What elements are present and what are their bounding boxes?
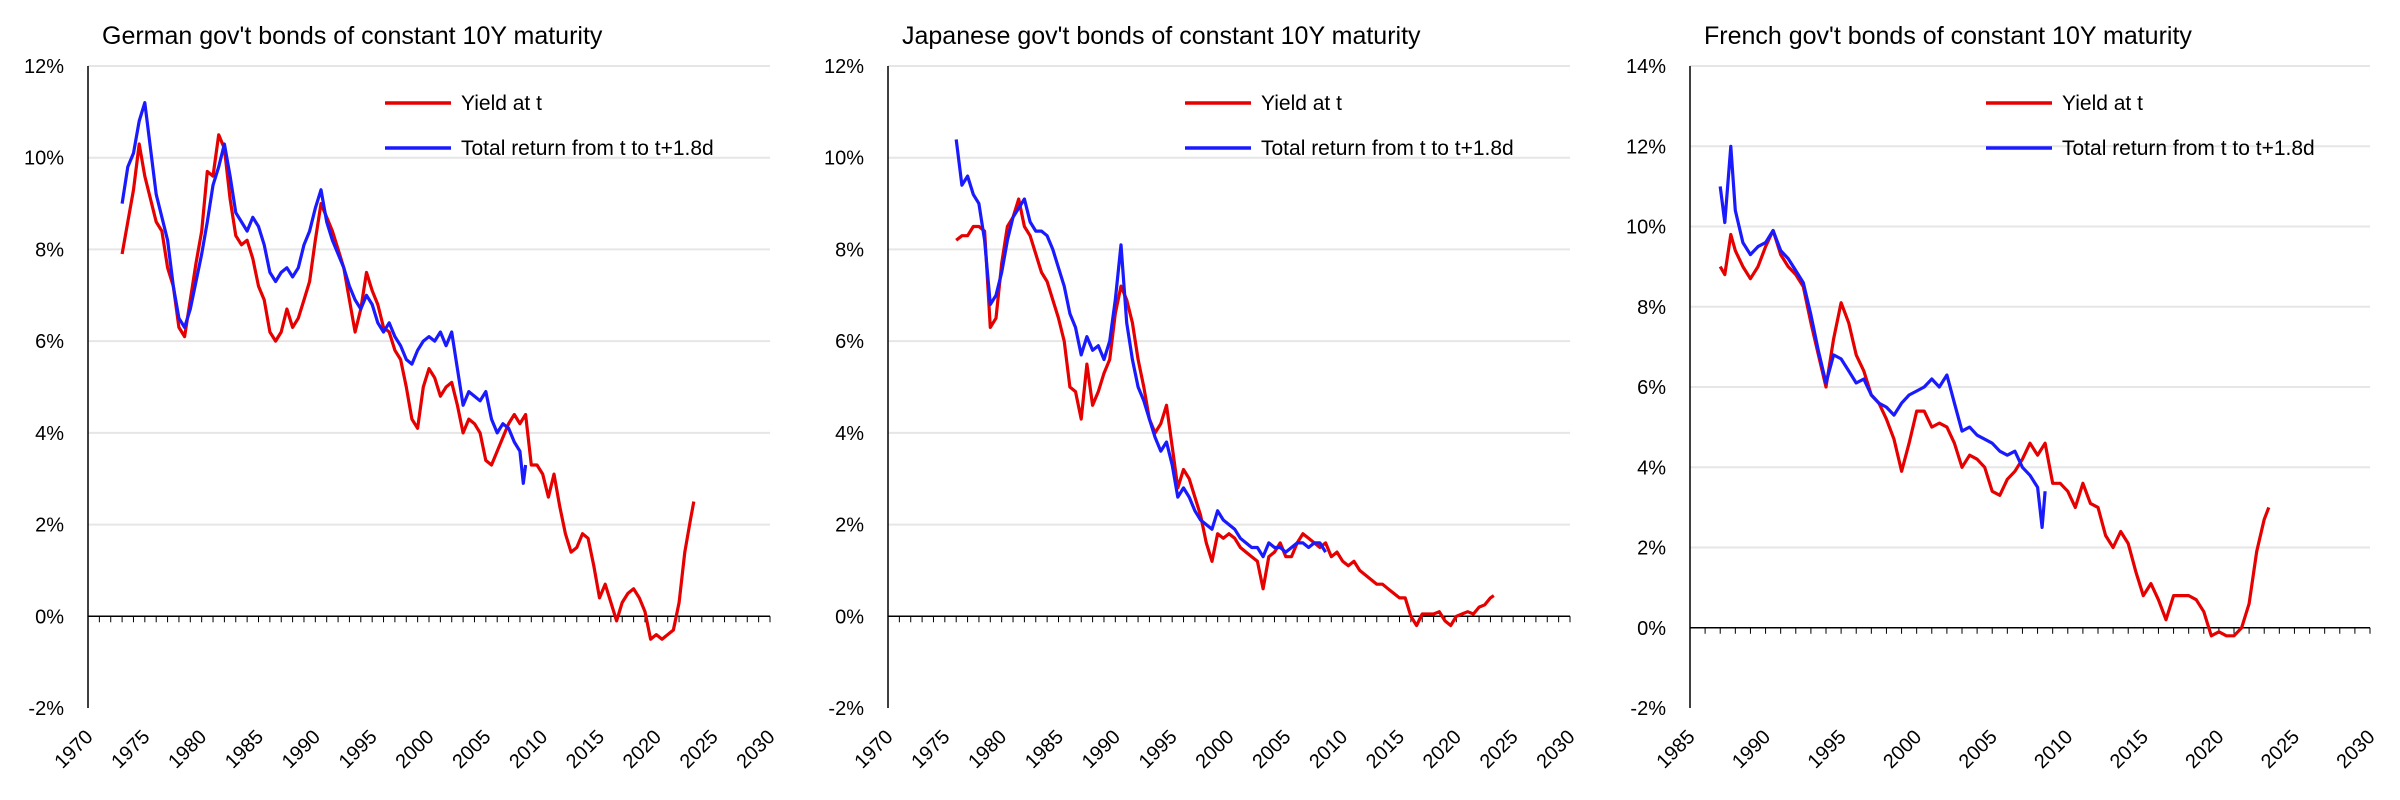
series-line-total-return: [954, 139, 1327, 559]
x-tick-label: 2000: [1879, 726, 1926, 773]
y-tick-label: -2%: [1630, 698, 1666, 720]
x-tick-label: 2030: [733, 726, 780, 773]
series-line-yield: [1718, 228, 2271, 638]
legend-label: Total return from t to t+1.8d: [461, 137, 714, 160]
y-tick-label: 0%: [35, 606, 64, 628]
x-tick-label: 2015: [1362, 726, 1409, 773]
y-tick-label: 4%: [835, 423, 864, 445]
x-tick-label: 1990: [1078, 726, 1125, 773]
x-tick-label: 2000: [1192, 726, 1239, 773]
x-tick-label: 2025: [676, 726, 723, 773]
x-tick-label: 2005: [1248, 726, 1295, 773]
y-tick-label: 0%: [835, 606, 864, 628]
x-tick-label: 1990: [1728, 726, 1775, 773]
y-tick-label: 12%: [1626, 136, 1666, 158]
y-tick-label: 12%: [824, 56, 864, 78]
x-tick-label: 2030: [1533, 726, 1580, 773]
chart-title-french: French gov't bonds of constant 10Y matur…: [1704, 22, 2192, 50]
x-tick-label: 2020: [619, 726, 666, 773]
x-tick-label: 2005: [448, 726, 495, 773]
chart-panel-french: -2% 0% 2% 4% 6% 8% 10% 12% 14% 1985 1990 1995 2000 20…: [1626, 22, 2380, 773]
y-tick-label: -2%: [828, 698, 864, 720]
x-tick-label: 1985: [221, 726, 268, 773]
legend-label: Yield at t: [2062, 92, 2143, 115]
x-tick-label: 1980: [164, 726, 211, 773]
x-tick-label: 1995: [1804, 726, 1851, 773]
y-tick-label: 6%: [835, 331, 864, 353]
x-tick-label: 1985: [1653, 726, 1700, 773]
y-tick-label: 14%: [1626, 56, 1666, 78]
x-tick-label: 1970: [51, 726, 98, 773]
x-tick-label: 2020: [2181, 726, 2228, 773]
legend-label: Yield at t: [1261, 92, 1342, 115]
y-tick-label: 6%: [35, 331, 64, 353]
series-line-yield: [120, 133, 696, 641]
y-tick-label: 12%: [24, 56, 64, 78]
x-tick-label: 2010: [505, 726, 552, 773]
y-tick-label: 8%: [1637, 297, 1666, 319]
x-tick-label: 2020: [1419, 726, 1466, 773]
y-tick-label: 2%: [1637, 538, 1666, 560]
y-tick-label: 10%: [1626, 217, 1666, 239]
y-tick-label: -2%: [28, 698, 64, 720]
y-tick-label: 4%: [35, 423, 64, 445]
series-line-yield: [955, 197, 1495, 628]
legend-label: Yield at t: [461, 92, 542, 115]
x-tick-label: 2015: [562, 726, 609, 773]
x-tick-label: 1995: [335, 726, 382, 773]
x-tick-label: 1990: [278, 726, 325, 773]
x-tick-label: 1995: [1135, 726, 1182, 773]
y-tick-label: 10%: [824, 148, 864, 170]
x-tick-label: 2015: [2106, 726, 2153, 773]
series-line-total-return: [120, 101, 528, 485]
y-tick-label: 2%: [35, 515, 64, 537]
x-tick-label: 1975: [107, 726, 154, 773]
x-tick-label: 2000: [392, 726, 439, 773]
x-tick-label: 2025: [2257, 726, 2304, 773]
x-tick-label: 1985: [1021, 726, 1068, 773]
y-tick-label: 2%: [835, 515, 864, 537]
x-tick-label: 1980: [964, 726, 1011, 773]
x-tick-label: 1975: [907, 726, 954, 773]
x-tick-label: 2010: [2030, 726, 2077, 773]
x-tick-label: 1970: [851, 726, 898, 773]
chart-title-german: German gov't bonds of constant 10Y matur…: [102, 22, 603, 50]
y-tick-label: 8%: [835, 239, 864, 261]
chart-title-japanese: Japanese gov't bonds of constant 10Y mat…: [902, 22, 1421, 50]
y-tick-label: 6%: [1637, 377, 1666, 399]
y-tick-label: 4%: [1637, 457, 1666, 479]
legend-label: Total return from t to t+1.8d: [1261, 137, 1514, 160]
y-tick-label: 0%: [1637, 618, 1666, 640]
chart-panel-japanese: -2% 0% 2% 4% 6% 8% 10% 12% 1970 1975 1980 1985 1990 1…: [824, 22, 1580, 773]
y-tick-label: 8%: [35, 239, 64, 261]
legend-label: Total return from t to t+1.8d: [2062, 137, 2315, 160]
x-tick-label: 2030: [2333, 726, 2380, 773]
x-tick-label: 2005: [1955, 726, 2002, 773]
y-tick-label: 10%: [24, 148, 64, 170]
x-tick-label: 2010: [1305, 726, 1352, 773]
x-tick-label: 2025: [1476, 726, 1523, 773]
series-line-total-return: [1718, 144, 2047, 529]
chart-panel-german: -2% 0% 2% 4% 6% 8% 10% 12% 1970 1975 1980 1985 1990 1…: [24, 22, 780, 773]
